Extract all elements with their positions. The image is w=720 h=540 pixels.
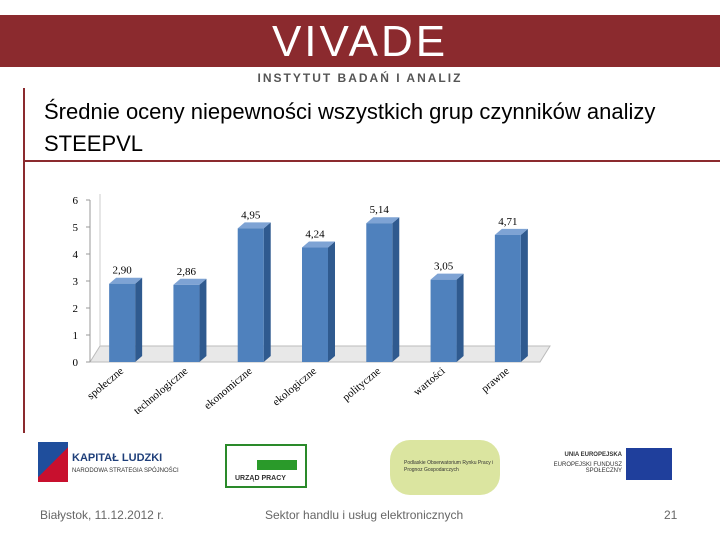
x-tick-label: wartości [411,365,447,398]
footer-topic: Sektor handlu i usług elektronicznych [265,508,464,522]
bar-top [430,273,464,280]
bar-top [109,277,143,284]
logo-arrow [257,460,297,470]
logo-text: UNIA EUROPEJSKA [564,452,622,458]
bar-side [135,277,143,362]
data-label: 5,14 [370,204,390,216]
chart-title: Średnie oceny niepewności wszystkich gru… [44,99,656,156]
data-label: 2,86 [177,266,197,278]
data-label: 2,90 [113,265,133,277]
x-tick-label: prawne [479,365,512,395]
y-tick-label: 2 [73,303,79,315]
bar [237,228,264,362]
y-tick-label: 3 [73,276,79,288]
bar-side [328,241,335,362]
logo-frame: URZĄD PRACY [225,444,307,488]
bar-top [237,222,271,229]
bar-top [173,278,207,285]
logo-text: Podlaskie Obserwatorium Rynku Pracy i Pr… [404,460,494,473]
bar [494,234,521,362]
chart: 0 1 2 3 4 5 6 społeczne 2,90 technologiczne 2,86 ek… [73,194,551,417]
tagline: INSTYTUT BADAŃ I ANALIZ [257,71,463,85]
data-label: 3,05 [434,261,454,273]
logo-text: EUROPEJSKI FUNDUSZ SPOŁECZNY [553,462,622,474]
bar-side [263,222,271,362]
eu-flag [626,448,672,480]
x-tick-label: społeczne [85,365,126,402]
y-tick-label: 0 [73,357,79,369]
x-tick-label: technologiczne [132,365,191,417]
y-tick-label: 1 [73,330,79,342]
bar-side [456,273,464,362]
logo-icon [38,442,68,482]
divider [23,160,720,162]
y-tick-label: 5 [73,222,79,234]
bar-top [494,228,528,235]
header-band [0,15,720,67]
x-tick-label: ekologiczne [270,365,319,408]
brand: VIVADE [271,17,449,66]
logo-text: KAPITAŁ LUDZKI [72,452,163,464]
page-number: 21 [664,508,678,522]
bar [302,247,328,362]
bar-top [302,241,335,248]
bar [109,283,136,362]
bar-top [366,217,400,224]
data-label: 4,95 [241,209,261,221]
logo-map: Podlaskie Obserwatorium Rynku Pracy i Pr… [390,440,500,495]
bar [366,223,393,362]
logo-text: NARODOWA STRATEGIA SPÓJNOŚCI [72,468,179,474]
bar [173,284,200,362]
bar-side [520,228,528,362]
y-tick-label: 4 [73,249,79,261]
x-tick-label: polityczne [340,365,383,404]
logo-text: URZĄD PRACY [235,475,286,482]
bar [430,279,457,362]
divider [23,88,25,433]
x-tick-label: ekonomiczne [202,365,255,412]
data-label: 4,24 [305,229,325,241]
data-label: 4,71 [498,216,517,228]
bar-side [199,278,207,362]
bar-side [392,217,400,362]
footer-date: Białystok, 11.12.2012 r. [40,508,164,522]
y-tick-label: 6 [73,195,79,207]
